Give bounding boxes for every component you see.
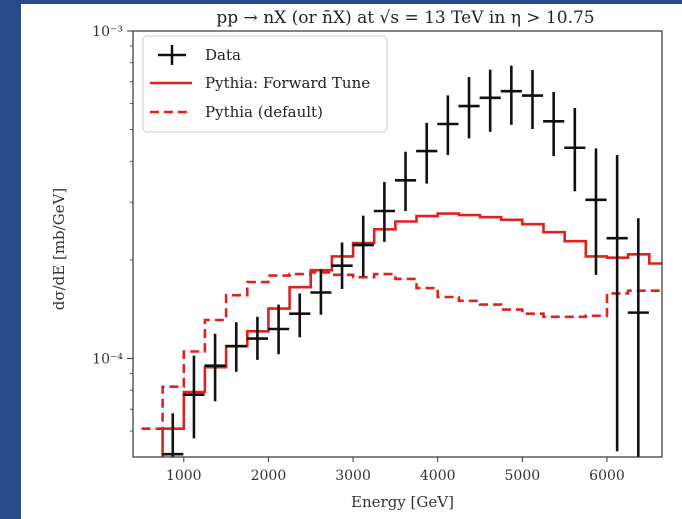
- data-point: [394, 151, 417, 212]
- left-frame-band: [0, 0, 21, 519]
- y-axis-label: dσ/dE [mb/GeV]: [50, 188, 68, 311]
- legend-box: [142, 35, 388, 133]
- legend-label-forward-tune: Pythia: Forward Tune: [205, 74, 370, 92]
- data-point: [416, 122, 438, 184]
- data-point: [204, 333, 226, 402]
- x-tick-label: 5000: [505, 468, 541, 484]
- x-tick-label: 3000: [335, 468, 371, 484]
- data-point: [183, 355, 205, 439]
- data-point: [310, 269, 332, 315]
- data-point: [521, 70, 544, 129]
- x-tick-label: 1000: [166, 468, 202, 484]
- y-tick-label: 10⁻³: [92, 24, 123, 40]
- plot-area: [141, 65, 662, 457]
- data-point: [627, 218, 649, 457]
- data-point: [225, 322, 247, 372]
- series-line-default: [141, 271, 662, 430]
- data-point: [331, 242, 353, 289]
- legend-label-data: Data: [205, 46, 241, 64]
- data-point: [352, 215, 374, 277]
- x-axis-label: Energy [GeV]: [351, 493, 454, 511]
- data-point: [437, 95, 459, 156]
- y-tick-label: 10⁻⁴: [92, 351, 123, 367]
- data-point: [268, 304, 290, 355]
- axes-frame: [132, 30, 663, 458]
- top-frame-band: [0, 0, 682, 4]
- legend: Data Pythia: Forward Tune Pythia (defaul…: [142, 35, 388, 133]
- x-tick-label: 6000: [589, 468, 625, 484]
- data-point: [373, 181, 395, 242]
- data-point: [458, 77, 480, 139]
- x-tick-label: 4000: [420, 468, 456, 484]
- ticks-layer: 1000 2000 3000 4000 5000 6000 10⁻³ 10⁻⁴: [92, 24, 625, 484]
- data-point: [564, 107, 586, 192]
- chart-title: pp → nX (or n̄X) at √s = 13 TeV in η > 1…: [216, 8, 594, 28]
- data-point: [162, 413, 184, 457]
- legend-marker-data: [158, 45, 186, 65]
- data-point: [246, 316, 269, 360]
- series-line-forward-tune: [161, 212, 662, 457]
- data-point: [585, 148, 607, 275]
- data-point: [500, 65, 522, 125]
- legend-label-default: Pythia (default): [205, 103, 323, 121]
- data-point: [479, 69, 501, 132]
- x-tick-label: 2000: [251, 468, 287, 484]
- data-point: [543, 92, 565, 157]
- data-point: [289, 293, 311, 338]
- data-point: [606, 155, 628, 452]
